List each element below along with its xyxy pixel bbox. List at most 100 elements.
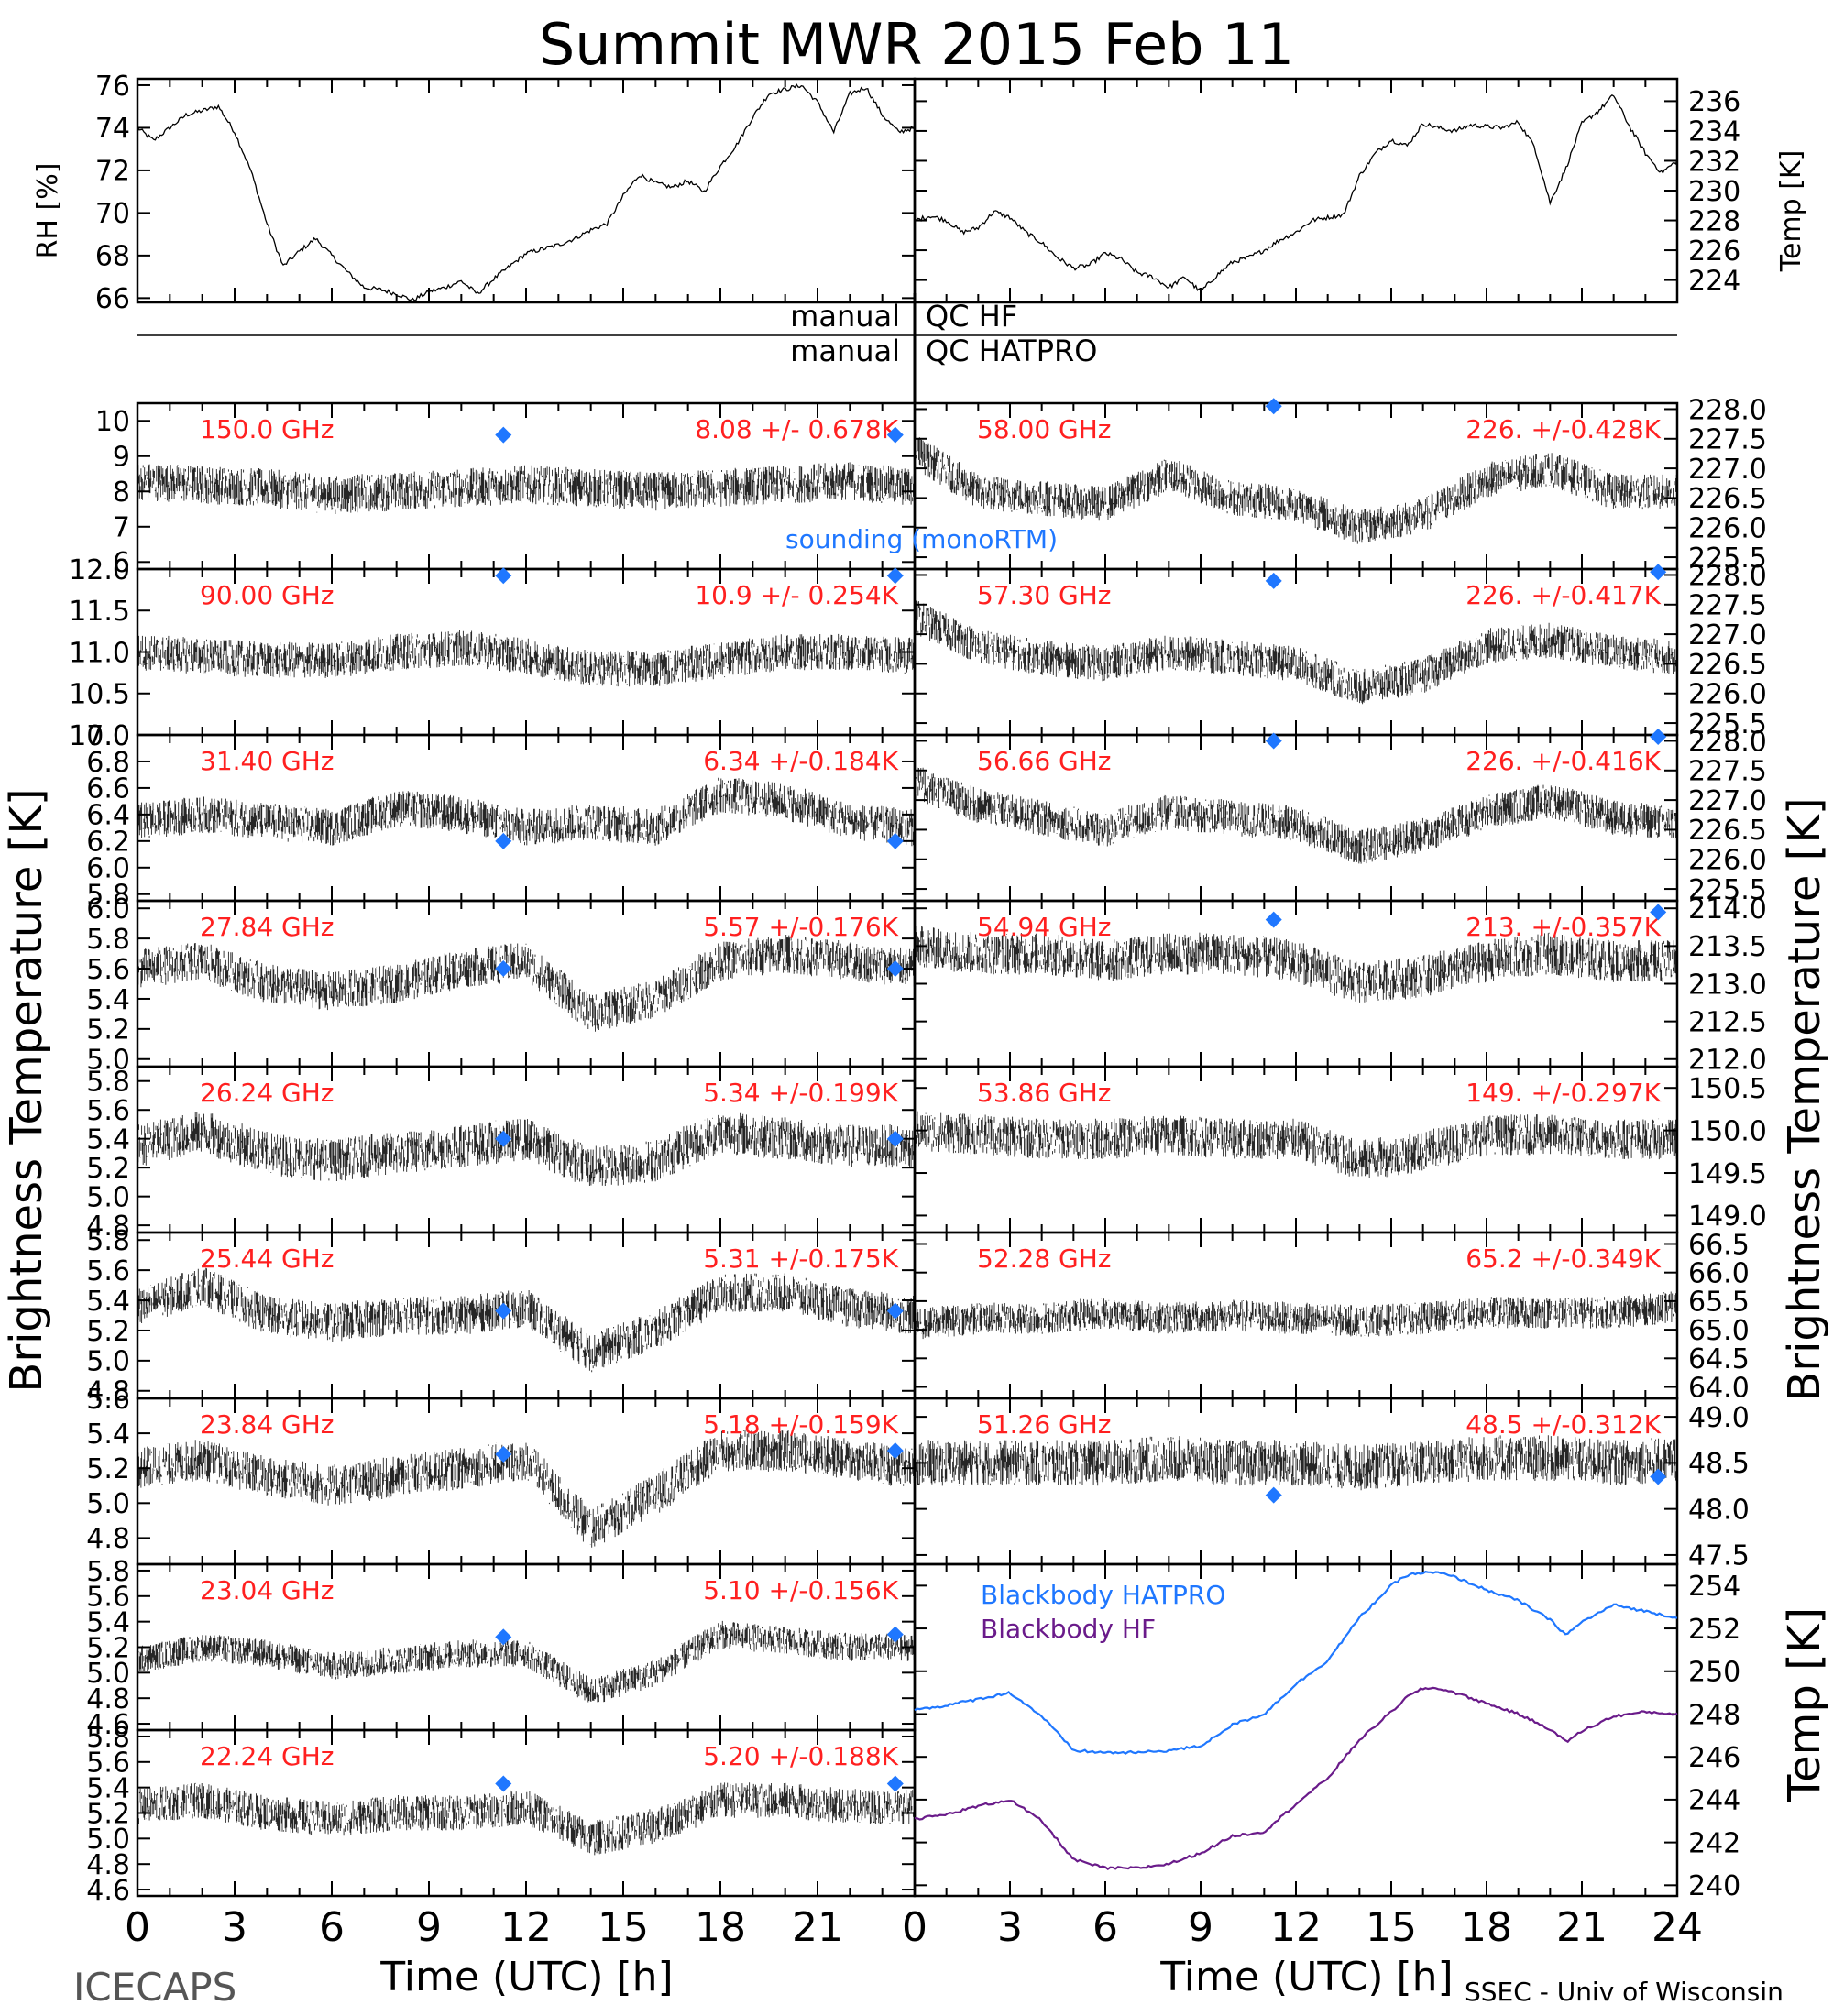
y-tick-label: 212.5 xyxy=(1688,1006,1767,1038)
y-tick-label: 5.0 xyxy=(86,1346,130,1378)
y-tick-label: 5.2 xyxy=(86,1316,130,1348)
data-points xyxy=(137,1620,915,1703)
sounding-marker xyxy=(1650,564,1667,581)
sounding-marker xyxy=(495,1628,512,1646)
y-tick-label: 72 xyxy=(95,156,130,188)
y-tick-label: 227.0 xyxy=(1688,785,1767,817)
y-tick-label: 234 xyxy=(1688,116,1740,148)
sounding-marker xyxy=(495,832,512,849)
data-points xyxy=(137,777,915,847)
channel-stats: 6.34 +/-0.184K xyxy=(703,746,898,776)
right-side-label: Brightness Temperature [K] xyxy=(1779,797,1830,1401)
x-axis-right: 0 3 6 9 12 15 18 21 24 xyxy=(902,1904,1703,1951)
y-tick-label: 244 xyxy=(1688,1785,1740,1817)
y-tick-label: 252 xyxy=(1688,1614,1740,1646)
y-tick-label: 5.8 xyxy=(86,1556,130,1588)
blackbody-series-line xyxy=(914,1686,1678,1870)
channel-panel: 5.85.65.45.25.04.8 26.24 GHz 5.34 +/-0.199… xyxy=(86,1065,916,1243)
channel-stats: 5.31 +/-0.175K xyxy=(703,1244,898,1274)
y-tick-label: 227.0 xyxy=(1688,619,1767,652)
y-tick-label: 5.0 xyxy=(86,1824,130,1856)
channel-frequency: 150.0 GHz xyxy=(200,414,335,444)
y-tick-label: 5.8 xyxy=(86,1067,130,1099)
y-tick-label: 5.4 xyxy=(86,1772,130,1804)
x-tick-label: 24 xyxy=(1652,1904,1703,1951)
sounding-marker xyxy=(495,1775,512,1792)
rh-panel: 76 74 72 70 68 66 xyxy=(95,71,916,315)
y-tick-label: 5.8 xyxy=(86,1225,130,1257)
y-tick-label: 236 xyxy=(1688,86,1740,118)
y-tick-label: 7 xyxy=(113,512,130,544)
x-tick-label: 6 xyxy=(319,1904,345,1951)
sounding-marker xyxy=(886,1130,904,1147)
series-line xyxy=(914,94,1678,292)
y-tick-label: 226.5 xyxy=(1688,815,1767,847)
y-tick-label: 5.2 xyxy=(86,1632,130,1664)
sounding-marker xyxy=(1265,911,1282,928)
y-tick-label: 5.8 xyxy=(86,1722,130,1754)
y-tick-label: 5.0 xyxy=(86,1488,130,1520)
y-tick-label: 5.0 xyxy=(86,1045,130,1077)
channel-panel: 12.0 11.5 11.0 10.5 10.0 90.00 GHz 10.9 +/- 0.… xyxy=(69,554,916,752)
y-tick-label: 227.5 xyxy=(1688,590,1767,622)
y-tick-label: 213.0 xyxy=(1688,969,1767,1001)
y-tick-label: 9 xyxy=(113,442,130,474)
y-tick-label: 5.2 xyxy=(86,1014,130,1046)
y-tick-label: 10.0 xyxy=(69,720,130,752)
data-points xyxy=(914,1435,1677,1491)
x-tick-label: 0 xyxy=(902,1904,927,1951)
footer-left: ICECAPS xyxy=(73,1965,236,2010)
y-tick-label: 48.0 xyxy=(1688,1494,1750,1526)
sounding-marker xyxy=(886,960,904,978)
footer-right: SSEC - Univ of Wisconsin xyxy=(1465,1977,1784,2007)
sounding-marker xyxy=(495,960,512,978)
y-tick-label: 76 xyxy=(95,71,130,103)
y-tick-label: 6.0 xyxy=(86,853,130,885)
y-tick-label: 214.0 xyxy=(1688,893,1767,926)
y-tick-label: 5.4 xyxy=(86,984,130,1016)
y-tick-label: 228 xyxy=(1688,205,1740,237)
qc-hatpro-manual-label: manual xyxy=(790,334,900,368)
y-tick-label: 226 xyxy=(1688,236,1740,268)
channel-frequency: 22.24 GHz xyxy=(200,1741,335,1771)
y-tick-label: 8 xyxy=(113,477,130,509)
qc-hf-label: QC HF xyxy=(926,299,1017,334)
y-tick-label: 4.6 xyxy=(86,1875,130,1907)
blackbody-panel: 254 252 250 248 246 244 242 240 xyxy=(913,1562,1740,1902)
x-tick-label: 6 xyxy=(1092,1904,1118,1951)
y-tick-label: 70 xyxy=(95,198,130,230)
y-tick-label: 5.2 xyxy=(86,1153,130,1185)
y-tick-label: 4.8 xyxy=(86,1211,130,1243)
channel-panel: 150.5 150.0 149.5 149.0 53.86 GHz 149. +/-0.2… xyxy=(913,1065,1767,1234)
sounding-marker xyxy=(495,426,512,444)
sounding-marker xyxy=(495,1130,512,1147)
data-points xyxy=(137,935,915,1032)
channel-stats: 226. +/-0.417K xyxy=(1465,580,1661,610)
y-tick-label: 4.8 xyxy=(86,1523,130,1555)
x-tick-label: 15 xyxy=(598,1904,649,1951)
y-tick-label: 254 xyxy=(1688,1571,1740,1603)
sounding-marker xyxy=(495,567,512,585)
channel-panel: 5.85.65.45.25.04.84.6 22.24 GHz 5.20 +/-0.… xyxy=(86,1722,916,1907)
data-points xyxy=(914,1111,1677,1178)
channel-frequency: 56.66 GHz xyxy=(977,746,1112,776)
x-tick-label: 21 xyxy=(1556,1904,1608,1951)
sounding-marker xyxy=(886,1302,904,1320)
channel-frequency: 23.04 GHz xyxy=(200,1575,335,1605)
sounding-marker xyxy=(886,567,904,585)
y-tick-label: 11.5 xyxy=(69,596,130,628)
channel-panel: 6.05.85.65.45.25.0 27.84 GHz 5.57 +/-0.176… xyxy=(86,893,916,1077)
channel-stats: 226. +/-0.428K xyxy=(1465,414,1661,444)
x-tick-label: 21 xyxy=(792,1904,843,1951)
y-tick-label: 5.6 xyxy=(86,1384,130,1416)
channel-frequency: 57.30 GHz xyxy=(977,580,1112,610)
y-tick-label: 66.0 xyxy=(1688,1257,1750,1289)
y-tick-label: 66.5 xyxy=(1688,1229,1750,1261)
y-tick-label: 228.0 xyxy=(1688,394,1767,426)
y-tick-label: 228.0 xyxy=(1688,726,1767,758)
sounding-marker xyxy=(886,1626,904,1643)
chart-title: Summit MWR 2015 Feb 11 xyxy=(539,11,1294,78)
y-tick-label: 242 xyxy=(1688,1827,1740,1859)
